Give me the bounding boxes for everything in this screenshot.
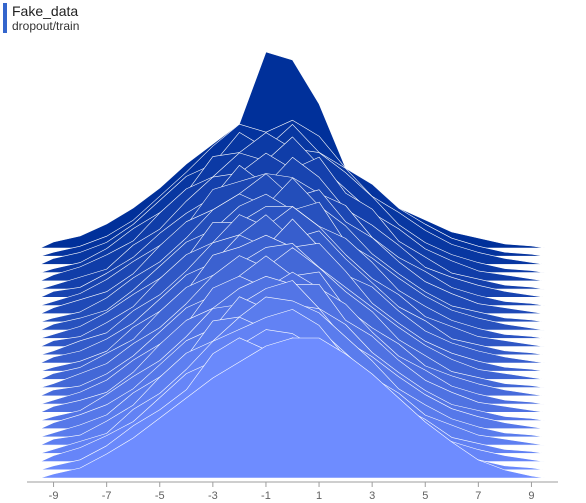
x-tick-label-2: -5	[155, 490, 165, 502]
x-tick-label-6: 3	[369, 490, 375, 502]
x-tick-label-7: 5	[422, 490, 428, 502]
x-tick-label-4: -1	[261, 490, 271, 502]
x-axis: -9 -7 -5 -3 -1 1 3 5 7 9	[27, 481, 558, 502]
x-tick-label-9: 9	[528, 490, 534, 502]
x-tick-label-1: -7	[102, 490, 112, 502]
x-tick-label-8: 7	[475, 490, 481, 502]
ridge-series-28	[40, 337, 545, 479]
chart-header: Fake_data dropout/train	[0, 0, 586, 36]
x-tick-label-0: -9	[49, 490, 59, 502]
chart-subtitle: dropout/train	[12, 19, 80, 33]
x-tick-label-5: 1	[316, 490, 322, 502]
ridge-series-group	[40, 51, 545, 479]
accent-bar	[3, 3, 7, 33]
chart-title: Fake_data	[12, 3, 79, 19]
x-tick-label-3: -3	[208, 490, 218, 502]
